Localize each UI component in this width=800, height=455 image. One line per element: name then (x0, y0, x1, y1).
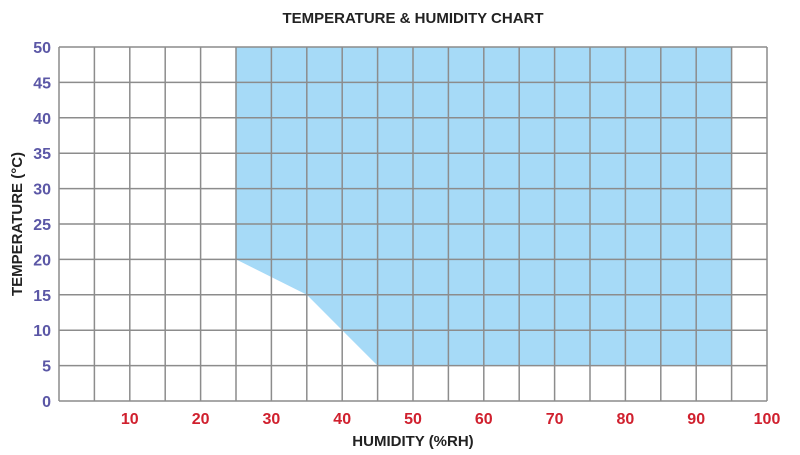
x-tick-label: 80 (617, 411, 635, 428)
y-tick-label: 40 (33, 111, 51, 128)
y-tick-label: 35 (33, 146, 51, 163)
y-axis-label: TEMPERATURE (°C) (9, 152, 26, 296)
x-tick-label: 100 (754, 411, 781, 428)
y-tick-label: 25 (33, 217, 51, 234)
y-tick-labels: 0 5 10 15 20 25 30 35 40 45 50 (33, 40, 51, 411)
grid-lines (58, 46, 768, 402)
y-tick-label: 30 (33, 182, 51, 199)
x-axis-label: HUMIDITY (%RH) (352, 433, 473, 450)
x-tick-labels: 10 20 30 40 50 60 70 80 90 100 (121, 411, 781, 428)
y-tick-label: 20 (33, 252, 51, 269)
x-tick-label: 40 (333, 411, 351, 428)
x-tick-label: 10 (121, 411, 139, 428)
y-tick-label: 50 (33, 40, 51, 57)
x-tick-label: 60 (475, 411, 493, 428)
y-tick-label: 5 (42, 359, 51, 376)
y-tick-label: 15 (33, 288, 51, 305)
x-tick-label: 20 (192, 411, 210, 428)
chart-title: TEMPERATURE & HUMIDITY CHART (282, 10, 543, 27)
x-tick-label: 70 (546, 411, 564, 428)
y-tick-label: 10 (33, 323, 51, 340)
y-tick-label: 0 (42, 394, 51, 411)
x-tick-label: 50 (404, 411, 422, 428)
y-tick-label: 45 (33, 75, 51, 92)
x-tick-label: 90 (687, 411, 705, 428)
x-tick-label: 30 (263, 411, 281, 428)
